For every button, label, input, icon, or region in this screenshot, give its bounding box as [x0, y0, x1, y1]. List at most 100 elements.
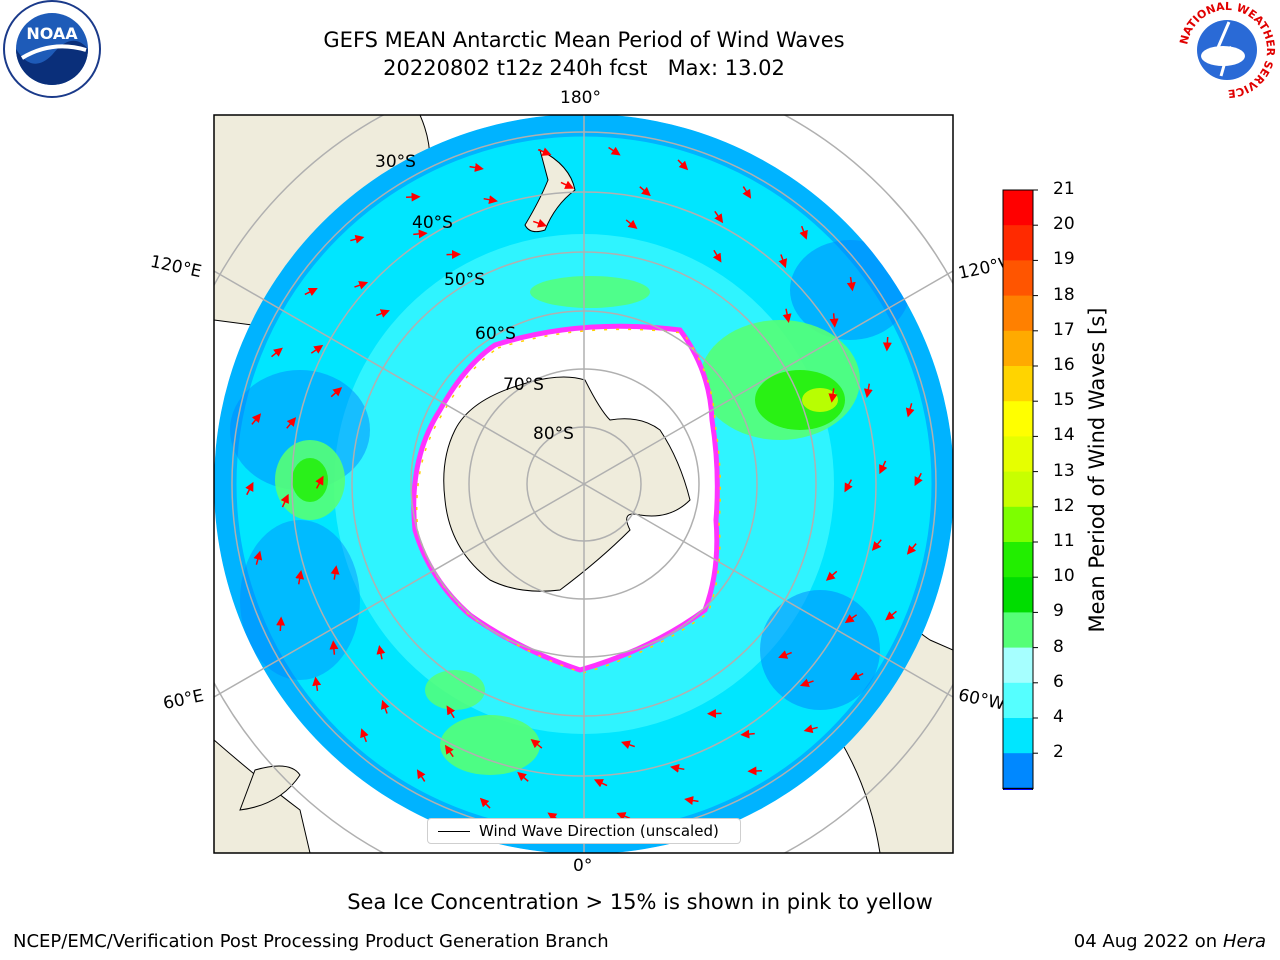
colorbar-frame — [1002, 189, 1034, 789]
colorbar-segment — [1003, 295, 1033, 332]
wind-wave-arrow — [376, 309, 390, 318]
wind-wave-arrow — [560, 180, 575, 189]
legend-label: Wind Wave Direction (unscaled) — [479, 822, 719, 840]
run-date-text: 04 Aug 2022 on — [1073, 931, 1218, 952]
noaa-logo-text: NOAA — [26, 24, 78, 43]
wind-wave-arrow — [350, 234, 365, 244]
wind-wave-arrow — [416, 769, 426, 782]
wind-wave-arrow — [360, 728, 369, 743]
colorbar-segment — [1003, 401, 1033, 437]
producer-credit: NCEP/EMC/Verification Post Processing Pr… — [13, 931, 609, 952]
colorbar-tick-label: 4 — [1053, 707, 1064, 727]
wind-wave-arrow — [906, 543, 917, 555]
wind-wave-arrow — [799, 225, 808, 240]
wind-wave-arrow — [714, 210, 724, 224]
colorbar-tick-label: 13 — [1053, 460, 1075, 481]
wind-wave-arrow — [446, 705, 456, 719]
wind-wave-arrow — [799, 678, 814, 688]
wind-wave-arrow — [304, 287, 318, 297]
colorbar-segment — [1003, 190, 1033, 226]
colorbar-tick-label: 2 — [1053, 742, 1064, 763]
colorbar-tick-label: 15 — [1053, 390, 1075, 411]
wind-wave-arrow — [251, 413, 262, 425]
wind-wave-arrow — [803, 724, 818, 734]
new-zealand-land — [524, 149, 576, 233]
wind-wave-arrow — [533, 218, 547, 228]
wind-wave-arrow — [271, 347, 283, 358]
map-legend: Wind Wave Direction (unscaled) — [427, 818, 741, 844]
machine-name: Hera — [1222, 931, 1266, 952]
wind-wave-arrow — [312, 676, 322, 692]
wind-wave-arrow — [778, 254, 788, 269]
colorbar-tick-label: 8 — [1053, 636, 1064, 657]
wind-wave-arrow — [879, 460, 888, 475]
wind-wave-arrow — [380, 699, 390, 714]
colorbar-ticks: 21 20 19 18 17 16 15 14 13 12 11 10 9 8 6 4 2 — [1053, 0, 1113, 960]
wind-wave-arrow — [253, 550, 263, 565]
antarctica-land — [443, 376, 691, 592]
wind-wave-arrow — [844, 614, 858, 624]
wind-wave-arrow — [778, 650, 792, 659]
lat-label-80s: 80°S — [533, 424, 574, 444]
wind-wave-arrow — [608, 146, 621, 156]
wind-wave-arrow — [444, 744, 454, 758]
wind-wave-arrow — [616, 812, 631, 821]
colorbar-tick-label: 11 — [1053, 531, 1075, 551]
colorbar-tick-label: 6 — [1053, 671, 1064, 692]
lat-label-50s: 50°S — [444, 270, 485, 290]
wind-wave-arrow — [885, 610, 897, 621]
wind-wave-arrow — [330, 387, 343, 398]
wind-wave-arrow — [245, 481, 254, 496]
sea-ice-note: Sea Ice Concentration > 15% is shown in … — [347, 890, 933, 914]
wind-wave-arrow — [740, 729, 755, 739]
colorbar-tick-label: 12 — [1053, 495, 1075, 516]
colorbar-segment — [1003, 753, 1033, 789]
colorbar-segment — [1003, 436, 1033, 473]
wind-wave-arrow — [882, 336, 892, 352]
wind-wave-arrow — [537, 147, 552, 156]
wind-wave-arrow — [914, 472, 923, 487]
wind-wave-arrow — [712, 249, 722, 263]
map-frame — [213, 114, 954, 854]
lat-label-70s: 70°S — [503, 375, 544, 395]
wind-wave-arrow — [310, 344, 324, 354]
wind-wave-arrow — [376, 645, 386, 660]
colorbar — [1002, 189, 1038, 790]
wind-wave-arrow — [670, 763, 685, 773]
wind-wave-arrow — [825, 570, 838, 581]
colorbar-segment — [1003, 471, 1033, 508]
colorbar-segment — [1003, 682, 1033, 719]
colorbar-segment — [1003, 225, 1033, 261]
lat-label-30s: 30°S — [375, 152, 416, 172]
lon-label-0: 0° — [573, 856, 593, 876]
colorbar-segment — [1003, 260, 1033, 297]
wind-wave-arrow — [276, 616, 286, 632]
colorbar-segment — [1003, 718, 1033, 754]
madagascar-land — [239, 765, 301, 811]
wind-wave-arrow — [280, 493, 289, 508]
wind-wave-arrow — [354, 280, 369, 290]
wind-wave-arrow — [329, 640, 339, 655]
colorbar-tick-label: 17 — [1053, 319, 1075, 340]
nws-logo: NATIONAL WEATHER SERVICE — [1177, 0, 1277, 100]
colorbar-segment — [1003, 330, 1033, 367]
chart-title: GEFS MEAN Antarctic Mean Period of Wind … — [323, 28, 845, 52]
wind-wave-arrow — [828, 388, 838, 403]
colorbar-segment — [1003, 612, 1033, 649]
graticule — [214, 115, 953, 853]
colorbar-tick-label: 21 — [1053, 179, 1075, 199]
colorbar-tick-label: 19 — [1053, 249, 1075, 270]
lon-label-180: 180° — [560, 88, 601, 108]
run-date: 04 Aug 2022 on Hera — [1074, 931, 1266, 952]
lat-label-60s: 60°S — [475, 324, 516, 344]
wind-wave-arrow — [684, 796, 699, 805]
wind-wave-arrow — [639, 186, 651, 197]
chart-subtitle: 20220802 t12z 240h fcst Max: 13.02 — [383, 56, 785, 80]
wind-wave-arrow — [413, 229, 428, 239]
wind-wave-arrow — [871, 539, 882, 551]
legend-line-symbol — [438, 831, 470, 832]
wind-wave-arrow — [905, 403, 915, 418]
wind-wave-arrow — [483, 195, 498, 205]
wind-wave-arrow — [625, 219, 638, 229]
